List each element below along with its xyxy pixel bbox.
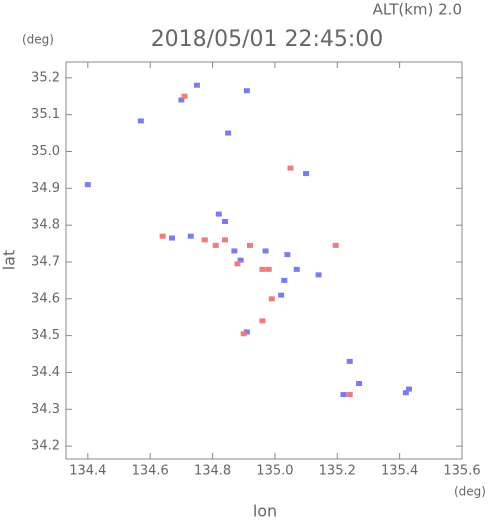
y-tick-label: 34.5 — [31, 328, 60, 343]
x-tick-label: 135.2 — [319, 464, 356, 479]
echo-point — [284, 252, 291, 258]
echo-point — [169, 235, 176, 241]
echo-point — [193, 82, 200, 88]
echo-point — [278, 292, 285, 298]
echo-point — [405, 386, 412, 392]
echo-point — [346, 392, 353, 398]
x-axis-label: lon — [253, 502, 277, 521]
echo-point — [281, 277, 288, 283]
echo-point — [315, 272, 322, 278]
y-tick-label: 34.6 — [31, 291, 60, 306]
x-tick-label: 135.6 — [443, 464, 480, 479]
echo-point — [201, 237, 208, 243]
x-tick-label: 135.0 — [256, 464, 293, 479]
y-tick-label: 35.1 — [31, 107, 60, 122]
echo-point — [246, 242, 253, 248]
x-tick-label: 134.4 — [69, 464, 106, 479]
y-tick-label: 35.0 — [31, 144, 60, 159]
echo-point — [234, 261, 241, 267]
echo-point — [159, 233, 166, 239]
echo-point — [181, 93, 188, 99]
y-tick-label: 34.7 — [31, 254, 60, 269]
chart-title: 2018/05/01 22:45:00 — [151, 27, 384, 52]
echo-point — [243, 88, 250, 94]
x-unit: (deg) — [454, 485, 486, 499]
echo-point — [340, 392, 347, 398]
echo-point — [84, 182, 91, 188]
echo-point — [303, 171, 310, 177]
x-tick-label: 134.8 — [194, 464, 231, 479]
echo-point — [231, 248, 238, 254]
echo-point — [243, 329, 250, 335]
echo-point — [225, 130, 232, 136]
echo-point — [259, 266, 266, 272]
y-tick-label: 34.9 — [31, 181, 60, 196]
y-tick-label: 35.2 — [31, 70, 60, 85]
echo-point — [178, 97, 185, 103]
echo-point — [137, 118, 144, 124]
echo-point — [259, 318, 266, 324]
altitude-label: ALT(km) 2.0 — [373, 1, 462, 19]
echo-point — [240, 331, 247, 337]
plot-frame — [65, 61, 463, 460]
echo-point — [187, 233, 194, 239]
echo-point — [293, 266, 300, 272]
y-tick-label: 34.8 — [31, 218, 60, 233]
echo-point — [237, 257, 244, 263]
echo-point — [262, 248, 269, 254]
echo-point — [215, 211, 222, 217]
echo-point — [332, 242, 339, 248]
echo-point — [222, 218, 229, 224]
echo-point — [268, 296, 275, 302]
y-unit: (deg) — [22, 33, 54, 47]
y-axis-label: lat — [0, 250, 19, 271]
echo-point — [346, 358, 353, 364]
echo-point — [212, 242, 219, 248]
x-tick-label: 135.4 — [381, 464, 418, 479]
echo-point — [402, 390, 409, 396]
echo-point — [356, 381, 363, 387]
x-tick-label: 134.6 — [132, 464, 169, 479]
echo-point — [222, 237, 229, 243]
echo-point — [287, 165, 294, 171]
echo-point — [265, 266, 272, 272]
y-tick-label: 34.2 — [31, 439, 60, 454]
y-tick-label: 34.4 — [31, 365, 60, 380]
y-tick-label: 34.3 — [31, 402, 60, 417]
